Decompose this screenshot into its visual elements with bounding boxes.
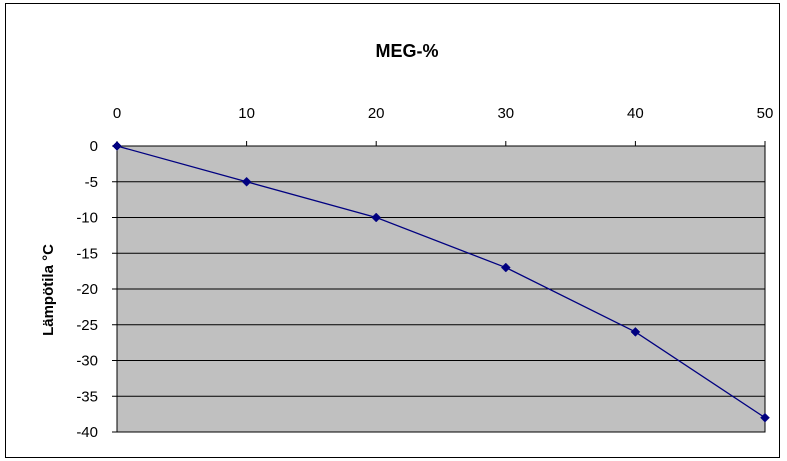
x-tick-label: 40 bbox=[627, 105, 644, 122]
y-tick-label: -15 bbox=[76, 245, 98, 262]
x-tick-labels: 0 10 20 30 40 50 bbox=[113, 105, 774, 122]
data-point-marker bbox=[112, 141, 122, 151]
chart-title: MEG-% bbox=[376, 41, 439, 61]
x-tick-label: 0 bbox=[113, 105, 121, 122]
series-line bbox=[116, 145, 766, 419]
x-tick-label: 20 bbox=[368, 105, 385, 122]
y-tick-label: -30 bbox=[76, 353, 98, 370]
y-tick-label: 0 bbox=[90, 138, 98, 155]
data-point-marker bbox=[500, 262, 511, 273]
y-tick-label: -10 bbox=[76, 210, 98, 227]
x-tick-label: 50 bbox=[757, 105, 774, 122]
x-tick-label: 10 bbox=[238, 105, 255, 122]
y-axis-label: Lämpötila °C bbox=[40, 244, 57, 336]
y-tick-label: -5 bbox=[85, 174, 98, 191]
y-tick-label: -20 bbox=[76, 281, 98, 298]
x-tick-label: 30 bbox=[497, 105, 514, 122]
y-tick-labels: 0 -5 -10 -15 -20 -25 -30 -35 -40 bbox=[76, 138, 98, 441]
data-point-marker bbox=[760, 412, 770, 423]
y-tick-label: -35 bbox=[76, 388, 98, 405]
gridlines bbox=[117, 145, 765, 433]
y-tick-label: -40 bbox=[76, 424, 98, 441]
data-point-marker bbox=[371, 212, 382, 223]
data-point-marker bbox=[630, 327, 641, 337]
y-tick-label: -25 bbox=[76, 317, 98, 334]
series-group bbox=[112, 141, 770, 423]
data-point-marker bbox=[241, 176, 252, 187]
